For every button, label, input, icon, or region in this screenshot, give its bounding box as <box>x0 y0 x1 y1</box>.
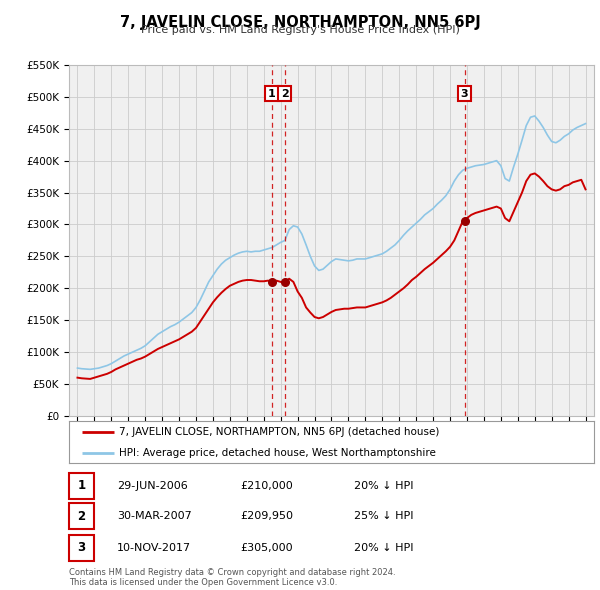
Text: Price paid vs. HM Land Registry's House Price Index (HPI): Price paid vs. HM Land Registry's House … <box>140 25 460 35</box>
Text: 29-JUN-2006: 29-JUN-2006 <box>117 481 188 490</box>
Text: 1: 1 <box>77 479 86 492</box>
Text: £210,000: £210,000 <box>240 481 293 490</box>
Text: 10-NOV-2017: 10-NOV-2017 <box>117 543 191 552</box>
Text: 25% ↓ HPI: 25% ↓ HPI <box>354 512 413 521</box>
Text: HPI: Average price, detached house, West Northamptonshire: HPI: Average price, detached house, West… <box>119 448 436 458</box>
Text: 30-MAR-2007: 30-MAR-2007 <box>117 512 192 521</box>
Text: 1: 1 <box>268 88 276 99</box>
Text: £209,950: £209,950 <box>240 512 293 521</box>
Text: 20% ↓ HPI: 20% ↓ HPI <box>354 481 413 490</box>
Text: 20% ↓ HPI: 20% ↓ HPI <box>354 543 413 552</box>
Text: Contains HM Land Registry data © Crown copyright and database right 2024.
This d: Contains HM Land Registry data © Crown c… <box>69 568 395 587</box>
Text: 3: 3 <box>77 541 86 554</box>
Text: 3: 3 <box>461 88 469 99</box>
Text: 2: 2 <box>77 510 86 523</box>
Text: 2: 2 <box>281 88 289 99</box>
Text: 7, JAVELIN CLOSE, NORTHAMPTON, NN5 6PJ: 7, JAVELIN CLOSE, NORTHAMPTON, NN5 6PJ <box>119 15 481 30</box>
Text: 7, JAVELIN CLOSE, NORTHAMPTON, NN5 6PJ (detached house): 7, JAVELIN CLOSE, NORTHAMPTON, NN5 6PJ (… <box>119 427 439 437</box>
Text: £305,000: £305,000 <box>240 543 293 552</box>
